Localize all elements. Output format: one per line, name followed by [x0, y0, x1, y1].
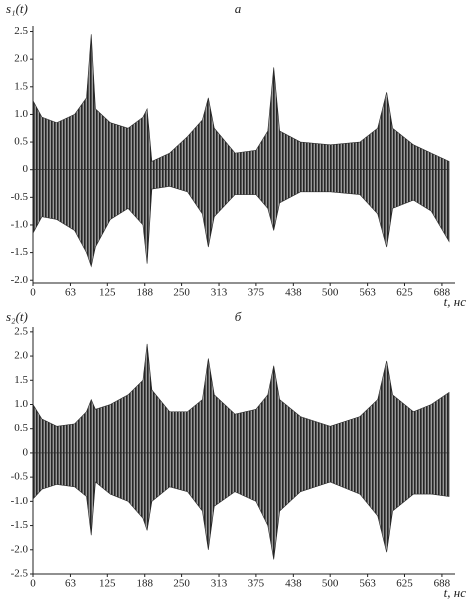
x-tick-label: 250: [173, 287, 190, 299]
y-axis-label: s₁(t): [6, 1, 28, 16]
y-tick-label: -1.5: [11, 246, 29, 258]
x-tick-label: 313: [211, 287, 228, 299]
y-axis-label: s₂(t): [6, 309, 28, 324]
panel-title: б: [235, 309, 242, 324]
y-tick-label: 1.5: [14, 374, 28, 386]
x-tick-label: 63: [65, 287, 77, 299]
signal-envelope: [32, 343, 450, 454]
x-tick-label: 625: [396, 287, 413, 299]
x-tick-label: 188: [136, 578, 153, 590]
x-tick-label: 563: [359, 578, 376, 590]
x-tick-label: 625: [396, 578, 413, 590]
x-tick-label: 500: [322, 287, 339, 299]
y-tick-label: -0.5: [11, 191, 29, 203]
signal-envelope: [32, 452, 450, 560]
y-tick-label: -1.0: [11, 218, 29, 230]
x-tick-label: 125: [99, 287, 116, 299]
y-tick-label: 0.5: [14, 136, 28, 148]
x-tick-label: 375: [248, 287, 265, 299]
x-tick-label: 375: [248, 578, 265, 590]
y-tick-label: -0.5: [11, 471, 29, 483]
x-tick-label: 188: [136, 287, 153, 299]
signal-envelope: [32, 34, 450, 170]
x-tick-label: 125: [99, 578, 116, 590]
y-tick-label: -2.5: [11, 568, 29, 580]
y-tick-label: 2.5: [14, 25, 28, 37]
x-tick-label: 563: [359, 287, 376, 299]
signal-envelope: [32, 169, 450, 268]
x-axis-label: t, нс: [444, 294, 467, 309]
y-tick-label: 2.0: [14, 53, 28, 65]
x-tick-label: 313: [211, 578, 228, 590]
y-tick-label: 2.5: [14, 325, 28, 337]
x-tick-label: 500: [322, 578, 339, 590]
x-axis-label: t, нс: [444, 585, 467, 600]
y-tick-label: 0: [23, 446, 29, 458]
x-tick-label: 438: [285, 287, 302, 299]
y-tick-label: -1.5: [11, 519, 29, 531]
y-tick-label: 2.0: [14, 350, 28, 362]
x-tick-label: 688: [434, 287, 451, 299]
y-tick-label: -1.0: [11, 495, 29, 507]
y-tick-label: 1.5: [14, 80, 28, 92]
y-tick-label: 0: [23, 163, 29, 175]
y-tick-label: 0.5: [14, 422, 28, 434]
x-tick-label: 0: [30, 578, 36, 590]
x-tick-label: 438: [285, 578, 302, 590]
y-tick-label: -2.0: [11, 543, 29, 555]
y-tick-label: 1.0: [14, 108, 28, 120]
y-tick-label: -2.0: [11, 274, 29, 286]
y-tick-label: 1.0: [14, 398, 28, 410]
x-tick-label: 250: [173, 578, 190, 590]
x-tick-label: 0: [30, 287, 36, 299]
x-tick-label: 688: [434, 578, 451, 590]
x-tick-label: 63: [65, 578, 77, 590]
panel-title: а: [235, 1, 242, 16]
